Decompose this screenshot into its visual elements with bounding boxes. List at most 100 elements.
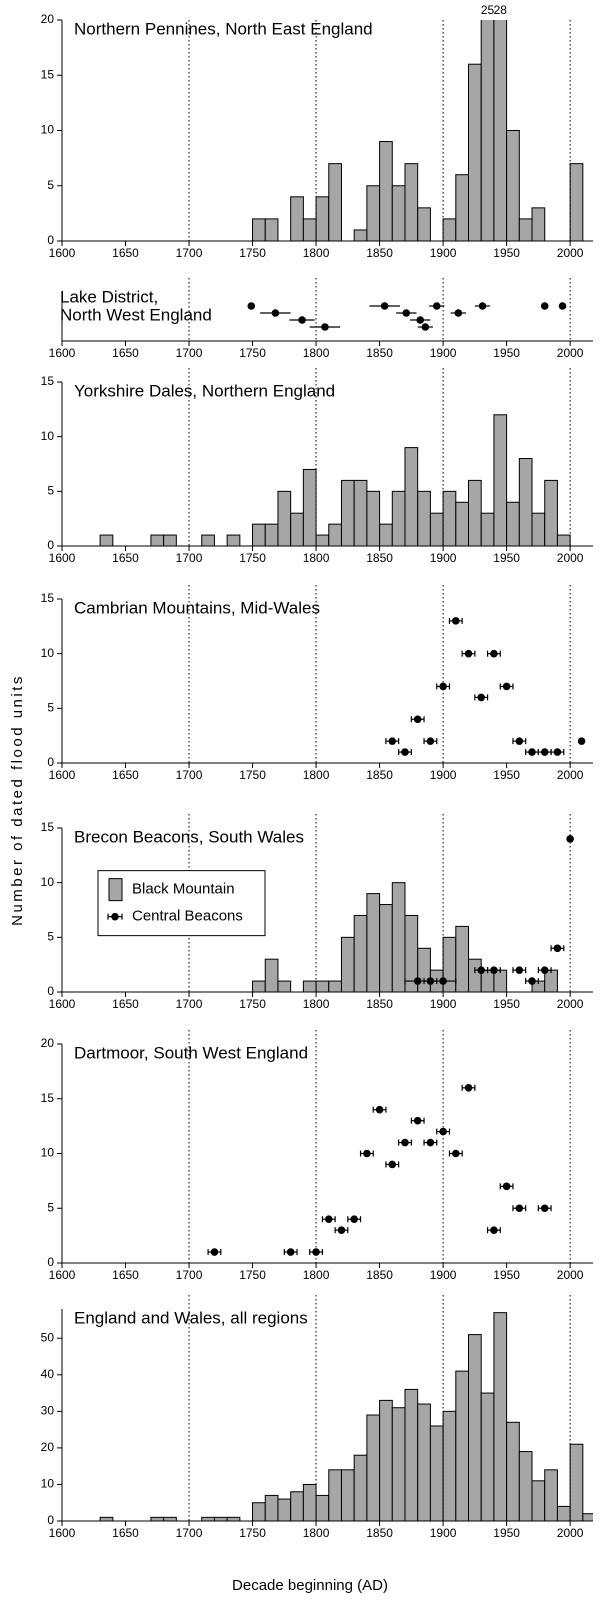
bar <box>468 1334 482 1521</box>
x-tick-label: 1750 <box>239 551 266 565</box>
bar <box>506 130 520 241</box>
panel: 1600 1650 1700 1750 1800 1850 1900 1950 2000 Lake… <box>49 278 593 360</box>
point <box>388 1160 397 1169</box>
bar <box>391 185 406 241</box>
plot-area <box>99 1312 593 1521</box>
bar <box>201 534 215 546</box>
bar <box>315 534 330 546</box>
x-tick-label: 1800 <box>303 768 330 782</box>
bar <box>442 1410 457 1521</box>
point <box>553 944 562 953</box>
x-tick-label: 2000 <box>557 246 584 260</box>
bar <box>252 218 266 241</box>
plot-area <box>252 20 584 241</box>
bar <box>213 1516 228 1521</box>
x-tick-label: 1850 <box>366 1268 393 1282</box>
point <box>540 1204 549 1213</box>
bar <box>226 534 241 546</box>
x-tick-label: 1950 <box>493 246 520 260</box>
bar <box>468 958 482 992</box>
bar <box>340 479 355 546</box>
value-label: 25 <box>481 3 495 17</box>
point <box>312 1248 320 1256</box>
point <box>271 309 280 317</box>
value-label: 28 <box>494 3 508 17</box>
bar <box>556 534 571 546</box>
x-tick-label: 1900 <box>430 551 457 565</box>
point <box>380 302 389 310</box>
x-tick-label: 1700 <box>176 997 203 1011</box>
bar <box>544 479 558 546</box>
bar <box>518 218 533 241</box>
point <box>416 316 425 324</box>
y-tick-label: 0 <box>47 755 54 769</box>
x-tick-label: 1800 <box>303 997 330 1011</box>
bar <box>556 1505 571 1521</box>
legend-label: Central Beacons <box>132 908 243 925</box>
bar <box>290 1491 304 1521</box>
bar <box>302 468 317 546</box>
bar <box>582 1513 593 1521</box>
panel-title: Brecon Beacons, South Wales <box>74 827 304 846</box>
y-tick-label: 20 <box>41 1440 55 1454</box>
x-tick-label: 1950 <box>493 1526 520 1540</box>
y-tick-label: 15 <box>41 1091 55 1105</box>
x-tick-label: 1800 <box>303 346 330 360</box>
bar <box>391 1407 406 1521</box>
point <box>401 1138 409 1147</box>
x-tick-label: 1850 <box>366 246 393 260</box>
y-tick-label: 0 <box>47 538 54 552</box>
y-tick-label: 0 <box>47 984 54 998</box>
x-tick-label: 1750 <box>239 768 266 782</box>
bar <box>468 63 482 241</box>
bar <box>328 1469 342 1521</box>
bar <box>379 904 393 992</box>
y-tick-label: 5 <box>47 701 54 715</box>
bar <box>518 1451 533 1521</box>
point <box>558 302 567 310</box>
x-tick-label: 1950 <box>493 1268 520 1282</box>
x-tick-label: 1700 <box>176 1268 203 1282</box>
bar <box>455 1370 470 1521</box>
x-tick-label: 1750 <box>239 346 266 360</box>
y-tick-label: 10 <box>41 429 55 443</box>
bar <box>328 980 342 992</box>
panel-title: Lake District, <box>60 287 158 306</box>
x-tick-label: 1650 <box>112 1526 139 1540</box>
bar <box>480 512 495 546</box>
x-tick-label: 1950 <box>493 997 520 1011</box>
point <box>426 737 435 745</box>
point <box>286 1248 295 1256</box>
y-tick-label: 40 <box>41 1367 55 1381</box>
x-tick-label: 1950 <box>493 551 520 565</box>
y-tick-label: 10 <box>41 123 55 137</box>
bar <box>379 1399 393 1521</box>
bar <box>404 447 419 546</box>
y-tick-label: 20 <box>41 12 55 26</box>
point <box>490 649 498 658</box>
bar <box>417 1403 431 1521</box>
bar <box>302 980 317 992</box>
x-tick-label: 1650 <box>112 346 139 360</box>
y-tick-label: 50 <box>41 1330 55 1344</box>
point <box>402 309 411 317</box>
x-tick-label: 1850 <box>366 551 393 565</box>
panel-title: England and Wales, all regions <box>74 1308 308 1327</box>
x-tick-label: 2000 <box>557 346 584 360</box>
bar <box>252 523 266 546</box>
point <box>350 1215 358 1223</box>
x-tick-label: 1900 <box>430 1268 457 1282</box>
point <box>247 302 256 310</box>
bar <box>493 1312 508 1521</box>
bar <box>506 501 520 546</box>
point <box>528 977 536 985</box>
bar <box>379 523 393 546</box>
bar <box>417 947 431 992</box>
bar <box>163 1516 177 1521</box>
y-tick-label: 10 <box>41 875 55 889</box>
bar <box>391 882 406 992</box>
y-tick-label: 10 <box>41 646 55 660</box>
bar <box>328 163 342 241</box>
x-tick-label: 1750 <box>239 246 266 260</box>
